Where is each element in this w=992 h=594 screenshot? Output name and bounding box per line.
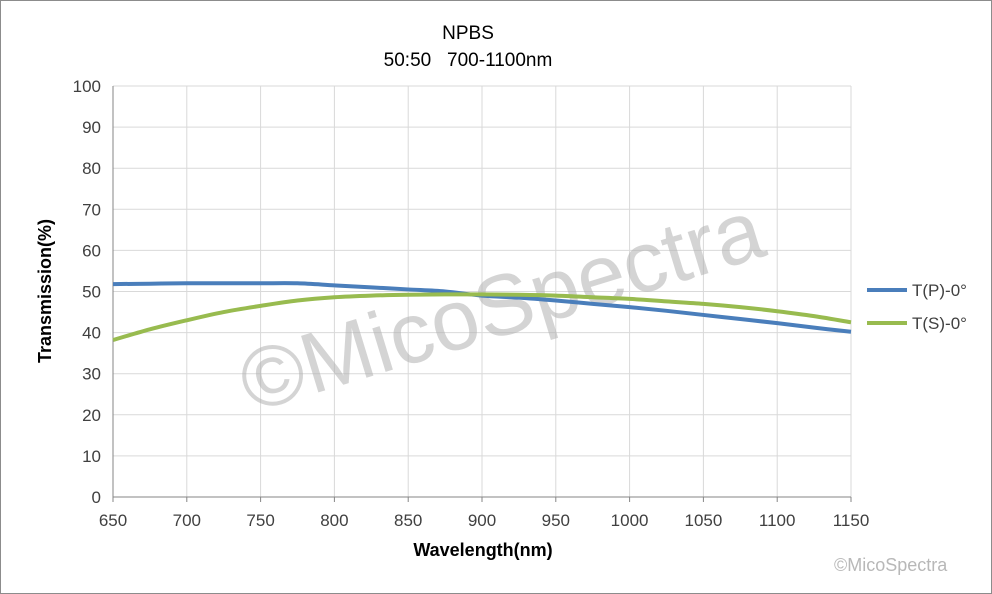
- x-tick-label: 800: [320, 511, 348, 530]
- series-lines: [112, 281, 852, 342]
- tick-labels: 0 10 20 30 40 50 60 70 80 90 100 650 700 750 800 850 900…: [73, 77, 870, 530]
- y-tick-label: 30: [82, 365, 101, 384]
- y-tick-label: 10: [82, 447, 101, 466]
- watermark-large: ©MicoSpectra: [228, 181, 774, 431]
- x-tick-label: 1100: [759, 511, 796, 530]
- legend-item-tp: T(P)-0°: [867, 281, 967, 300]
- y-tick-label: 80: [82, 159, 101, 178]
- gridlines: [113, 85, 852, 497]
- axes: [112, 86, 852, 502]
- watermark-small: ©MicoSpectra: [834, 555, 948, 575]
- x-tick-label: 700: [173, 511, 201, 530]
- y-tick-label: 90: [82, 118, 101, 137]
- chart-title: NPBS: [442, 23, 494, 44]
- legend-label: T(P)-0°: [912, 281, 967, 300]
- y-tick-label: 70: [82, 200, 101, 219]
- y-axis-title: Transmission(%): [35, 219, 55, 363]
- chart-subtitle: 50:50 700-1100nm: [384, 50, 553, 71]
- x-tick-label: 1150: [833, 511, 870, 530]
- y-tick-label: 100: [73, 77, 101, 96]
- series-line-ts: [112, 292, 852, 342]
- x-tick-label: 950: [542, 511, 570, 530]
- x-tick-label: 650: [99, 511, 127, 530]
- watermark-layer: ©MicoSpectra: [228, 181, 774, 431]
- y-tick-label: 60: [82, 241, 101, 260]
- y-tick-label: 20: [82, 406, 101, 425]
- x-tick-label: 900: [468, 511, 496, 530]
- x-tick-label: 1000: [611, 511, 649, 530]
- legend: T(P)-0° T(S)-0°: [867, 281, 967, 333]
- y-tick-label: 0: [92, 488, 101, 507]
- x-axis-title: Wavelength(nm): [413, 540, 552, 560]
- x-tick-label: 1050: [684, 511, 722, 530]
- x-tick-label: 850: [394, 511, 422, 530]
- legend-label: T(S)-0°: [912, 314, 967, 333]
- y-tick-label: 40: [82, 324, 101, 343]
- legend-item-ts: T(S)-0°: [867, 314, 967, 333]
- y-tick-label: 50: [82, 283, 101, 302]
- x-tick-label: 750: [246, 511, 274, 530]
